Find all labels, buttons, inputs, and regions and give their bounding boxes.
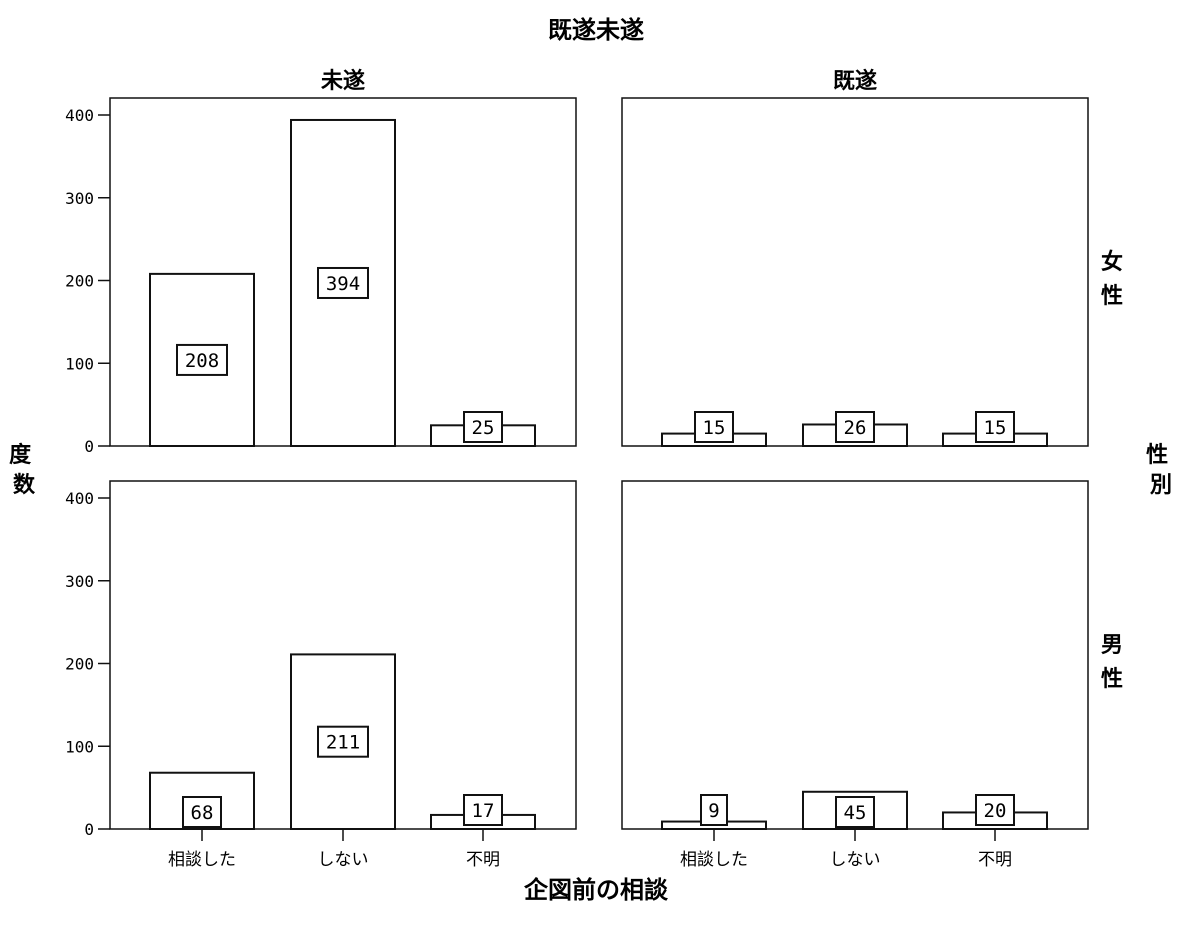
chart-title: 既遂未遂 [548,16,644,44]
value-label-box [463,794,503,826]
y-axis-title-line-1: 度 [9,442,32,468]
row-facet-label: 性 [1101,667,1123,692]
value-label-box [176,343,228,376]
y-tick-label: 200 [65,655,94,674]
value-label: 211 [326,732,360,754]
y-tick-label: 0 [84,820,94,839]
y-tick-label: 200 [65,272,94,291]
column-facet-label: 未遂 [321,68,365,94]
x-tick-label: しない [830,850,881,870]
y-tick-label: 300 [65,189,94,208]
y-axis-title-line-2: 数 [13,472,36,498]
value-label-box [317,725,369,758]
x-tick-label: 不明 [466,850,500,870]
value-label: 45 [844,802,867,824]
value-label-box [835,796,875,828]
y-tick-label: 300 [65,572,94,591]
x-tick-label: しない [318,850,369,870]
value-label: 20 [984,800,1007,822]
value-label: 17 [472,800,495,822]
row-facet-title: 性 別 [1146,443,1176,498]
x-axis-title: 企図前の相談 [524,876,669,904]
y-tick-label: 100 [65,354,94,373]
x-tick-label: 相談した [680,850,748,870]
row-facet-label: 女 [1101,249,1123,275]
row-facet-label: 男 [1101,633,1123,658]
value-label: 25 [472,417,495,439]
row-facet-label: 性 [1101,284,1123,309]
value-label: 15 [703,417,726,439]
value-label-box [182,796,222,828]
value-label-box [975,794,1015,826]
value-label-box [975,411,1015,443]
x-tick-label: 相談した [168,850,236,870]
value-label: 208 [185,350,219,372]
y-tick-label: 0 [84,437,94,456]
column-facet-label: 既遂 [833,68,877,94]
y-tick-label: 400 [65,489,94,508]
value-label: 9 [708,800,719,822]
value-label-box [317,266,369,299]
value-label-box [700,794,728,826]
value-label-box [463,411,503,443]
bar [290,653,396,831]
value-label: 26 [844,417,867,439]
row-facet-title-line-2: 別 [1150,473,1172,498]
y-tick-label: 100 [65,737,94,756]
value-label-box [835,411,875,443]
panel-frame [621,480,1089,830]
row-facet-title-line-1: 性 [1146,443,1168,468]
x-tick-label: 不明 [978,850,1012,870]
y-axis-title: 度 数 [9,442,39,498]
value-label: 394 [326,273,360,295]
value-label-box [694,411,734,443]
panel-frame [621,97,1089,447]
value-label: 68 [191,802,214,824]
y-tick-label: 400 [65,106,94,125]
value-label: 15 [984,417,1007,439]
